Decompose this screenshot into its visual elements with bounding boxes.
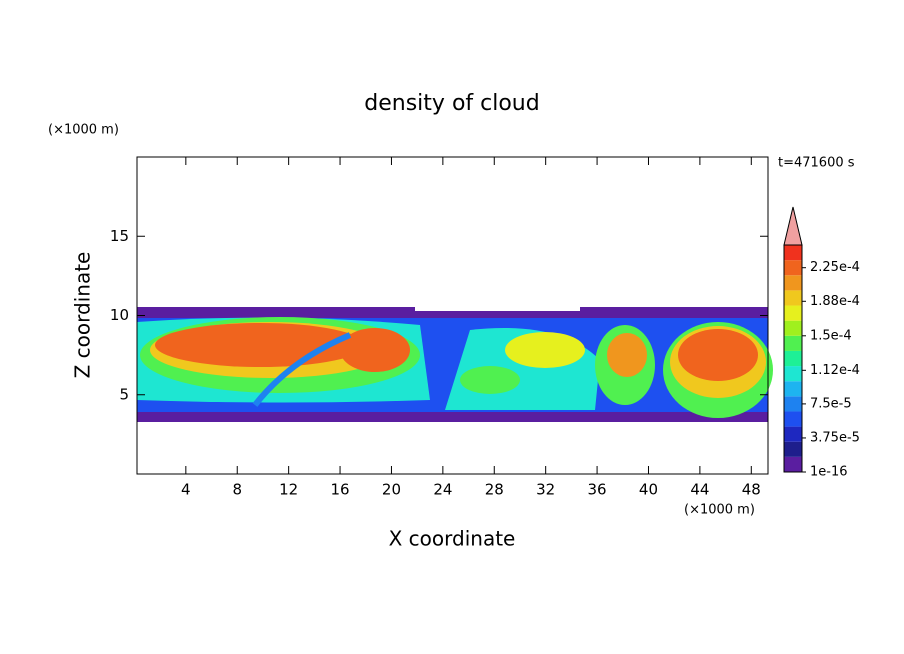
field-layer	[460, 366, 520, 394]
colorbar-band	[784, 441, 802, 457]
colorbar-extension	[783, 206, 803, 246]
colorbar-band	[784, 335, 802, 351]
colorbar-band	[784, 426, 802, 442]
colorbar-tick-label: 7.5e-5	[810, 396, 852, 411]
y-tick-label: 10	[110, 306, 129, 324]
colorbar-band	[784, 350, 802, 367]
x-tick-label: 28	[485, 481, 504, 499]
x-tick-label: 48	[742, 481, 761, 499]
x-tick-label: 4	[181, 481, 191, 499]
field-layer	[678, 329, 758, 381]
colorbar-band	[784, 245, 802, 261]
colorbar-band	[784, 456, 802, 472]
x-tick-label: 32	[536, 481, 555, 499]
field-layer	[252, 332, 352, 407]
x-tick-label: 16	[331, 481, 350, 499]
contour-field	[137, 307, 773, 422]
colorbar-band	[784, 260, 802, 276]
colorbar-band	[784, 396, 802, 412]
x-unit: (×1000 m)	[684, 503, 755, 518]
field-layer	[607, 333, 647, 377]
colorbar-tick-label: 3.75e-5	[810, 430, 860, 445]
y-axis-label: Z coordinate	[71, 252, 95, 379]
x-axis-label: X coordinate	[389, 527, 516, 551]
x-tick-label: 24	[433, 481, 452, 499]
colorbar-frame	[783, 244, 803, 473]
colorbar-tick-label: 1e-16	[810, 465, 848, 480]
colorbar-band	[784, 305, 802, 321]
x-tick-label: 12	[279, 481, 298, 499]
colorbar-band	[784, 320, 802, 336]
y-tick-label: 15	[110, 227, 129, 245]
annotation: t=471600 s	[778, 156, 855, 171]
colorbar-tick-label: 2.25e-4	[810, 260, 860, 275]
colorbar-band	[784, 290, 802, 306]
field-layer	[505, 332, 585, 368]
colorbar-tick-label: 1.5e-4	[810, 328, 852, 343]
y-unit: (×1000 m)	[48, 123, 119, 138]
x-tick-label: 20	[382, 481, 401, 499]
colorbar-tick-label: 1.88e-4	[810, 294, 860, 309]
colorbar-band	[784, 411, 802, 427]
x-tick-label: 8	[232, 481, 242, 499]
x-tick-label: 40	[639, 481, 658, 499]
chart-title: density of cloud	[364, 91, 539, 116]
y-tick-label: 5	[119, 385, 129, 403]
colorbar-band	[784, 381, 802, 397]
colorbar-band	[784, 366, 802, 382]
field-layer	[340, 328, 410, 372]
x-tick-label: 44	[690, 481, 709, 499]
colorbar-band	[784, 275, 802, 291]
x-tick-label: 36	[588, 481, 607, 499]
colorbar-tick-label: 1.12e-4	[810, 363, 860, 378]
